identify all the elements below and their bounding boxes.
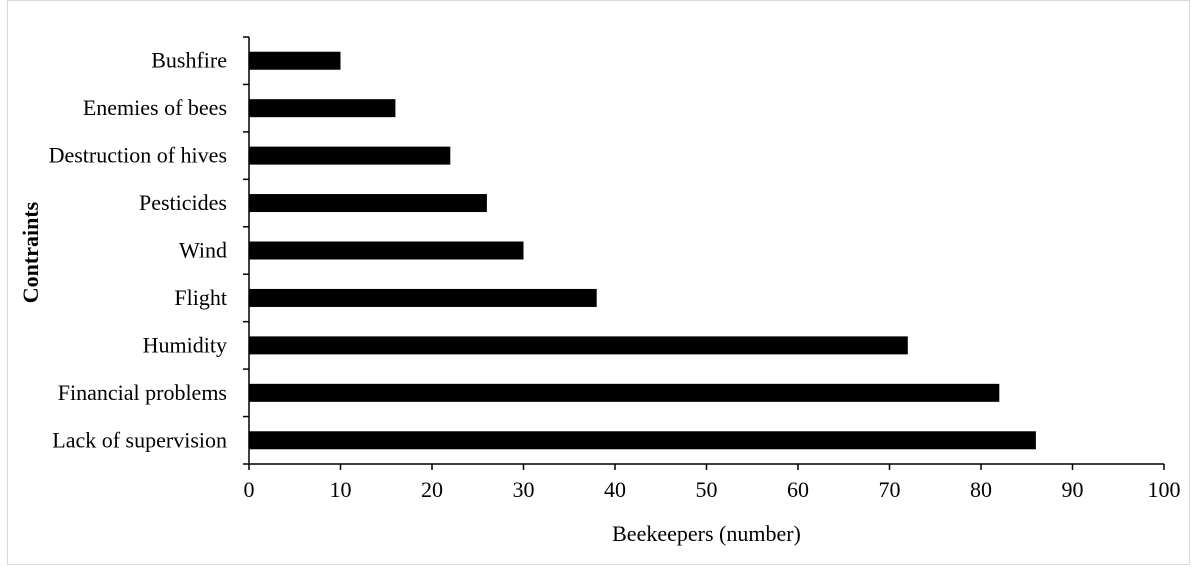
category-label: Financial problems [58, 380, 227, 405]
x-axis-ticks: 0 10 20 30 40 50 60 70 80 90 100 [244, 464, 1181, 502]
bars-layer [249, 51, 1036, 450]
x-tick-label: 60 [787, 477, 809, 502]
bar-humidity [249, 336, 908, 355]
bar-enemies-of-bees [249, 99, 396, 118]
category-label: Wind [179, 238, 227, 263]
category-label: Humidity [143, 332, 227, 357]
bar-destruction-of-hives [249, 146, 451, 165]
category-label: Bushfire [151, 48, 227, 73]
x-tick-label: 20 [421, 477, 443, 502]
x-tick-label: 100 [1148, 477, 1181, 502]
x-tick-label: 0 [244, 477, 255, 502]
bar-financial-problems [249, 383, 1000, 402]
x-tick-label: 80 [970, 477, 992, 502]
bar-pesticides [249, 194, 487, 213]
x-tick-label: 10 [330, 477, 352, 502]
x-axis-title: Beekeepers (number) [612, 521, 801, 546]
y-axis-ticks: Bushfire Enemies of bees Destruction of hi… [49, 36, 249, 465]
x-tick-label: 90 [1062, 477, 1084, 502]
bar-wind [249, 241, 524, 260]
category-label: Flight [174, 285, 227, 310]
bar-flight [249, 288, 597, 307]
category-label: Enemies of bees [83, 95, 227, 120]
chart-frame [7, 0, 1190, 565]
x-tick-label: 70 [879, 477, 901, 502]
category-label: Destruction of hives [49, 143, 227, 168]
x-tick-label: 30 [513, 477, 535, 502]
bar-bushfire [249, 51, 341, 70]
x-tick-label: 40 [604, 477, 626, 502]
category-label: Lack of supervision [52, 427, 227, 452]
x-tick-label: 50 [696, 477, 718, 502]
category-label: Pesticides [139, 190, 227, 215]
y-axis-title: Contraints [18, 201, 43, 303]
bar-lack-of-supervision [249, 431, 1036, 450]
